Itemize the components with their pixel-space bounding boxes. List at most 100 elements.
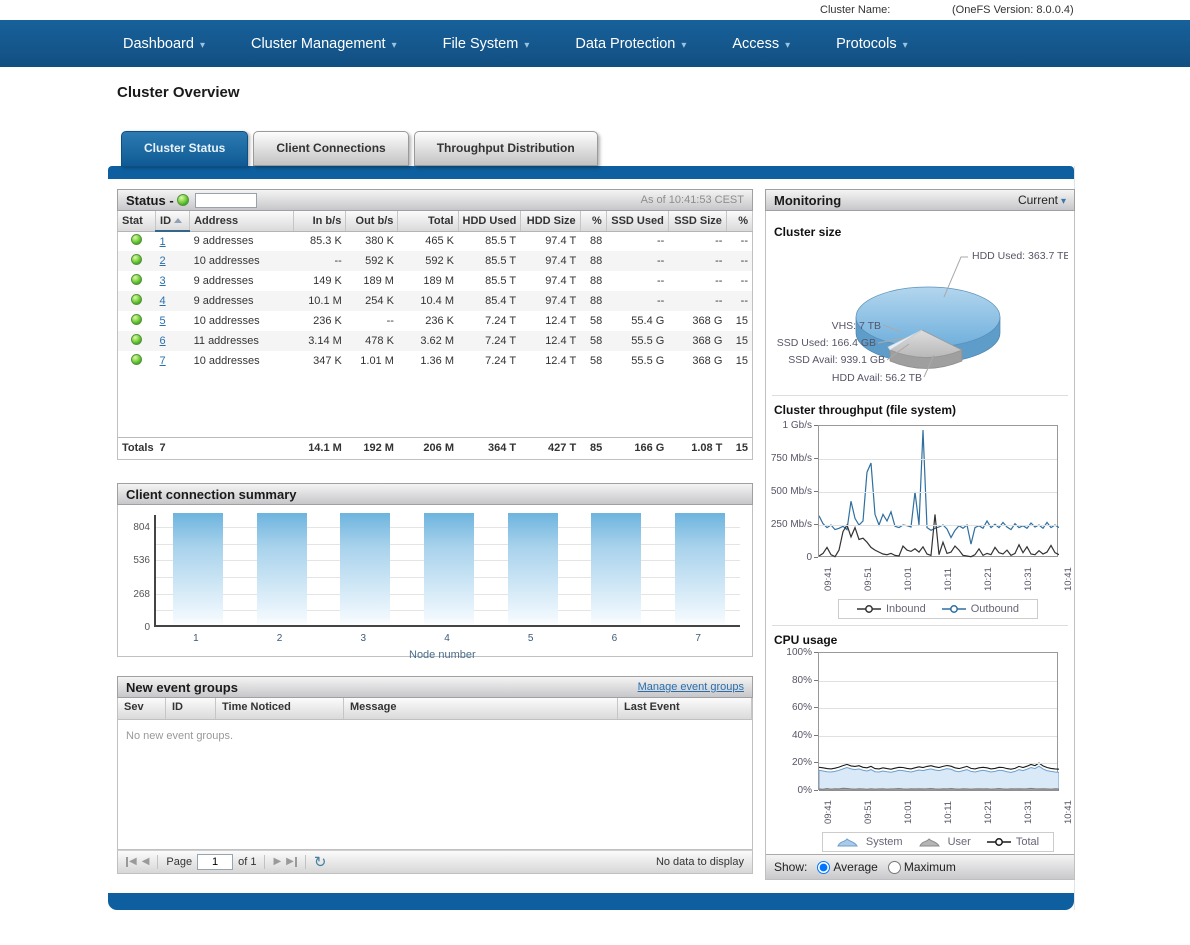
node-status-cell	[118, 311, 156, 331]
totals-cell: 15	[726, 437, 752, 459]
node-status-cell	[118, 331, 156, 351]
manage-event-groups-link[interactable]: Manage event groups	[638, 681, 744, 693]
column-header-id[interactable]: ID	[166, 698, 216, 719]
monitoring-mode-value: Current	[1018, 193, 1058, 207]
column-header-hdd-used[interactable]: HDD Used	[458, 211, 520, 231]
column-header--[interactable]: %	[580, 211, 606, 231]
node-id-link[interactable]: 6	[160, 335, 166, 347]
content-frame: Status - As of 10:41:53 CEST StatIDAddre…	[108, 166, 1075, 910]
column-header-message[interactable]: Message	[344, 698, 618, 719]
show-option-average[interactable]: Average	[817, 860, 877, 874]
totals-cell: 364 T	[458, 437, 520, 459]
totals-cell: 427 T	[520, 437, 580, 459]
pager-prev-page-button[interactable]: ◀	[142, 857, 150, 867]
y-axis-tick	[814, 491, 818, 492]
column-header-sev[interactable]: Sev	[118, 698, 166, 719]
node-id-link[interactable]: 7	[160, 355, 166, 367]
nav-item-access[interactable]: Access▾	[709, 36, 813, 52]
tab-throughput-distribution[interactable]: Throughput Distribution	[414, 131, 598, 166]
node-status-cell	[118, 351, 156, 371]
sort-ascending-icon	[174, 218, 182, 223]
column-header-id[interactable]: ID	[156, 211, 190, 231]
chevron-down-icon: ▾	[785, 40, 790, 51]
node-status-ok-icon	[131, 354, 142, 365]
column-header-ssd-size[interactable]: SSD Size	[668, 211, 726, 231]
table-cell: 478 K	[346, 331, 398, 351]
table-cell: 10 addresses	[190, 351, 294, 371]
table-cell: 189 M	[398, 271, 458, 291]
y-axis-tick-label: 250 Mb/s	[766, 519, 812, 530]
throughput-title: Cluster throughput (file system)	[774, 403, 956, 417]
x-axis-tick-label: 7	[688, 633, 708, 644]
column-header-time-noticed[interactable]: Time Noticed	[216, 698, 344, 719]
table-cell: 465 K	[398, 231, 458, 251]
table-cell: 85.5 T	[458, 251, 520, 271]
show-average-radio[interactable]	[817, 861, 830, 874]
column-header-out-b-s[interactable]: Out b/s	[346, 211, 398, 231]
y-axis-tick-label: 536	[120, 555, 150, 566]
node-id-link[interactable]: 5	[160, 315, 166, 327]
status-as-of-timestamp: As of 10:41:53 CEST	[641, 194, 744, 206]
node-id-link[interactable]: 2	[160, 255, 166, 267]
cpu-chart-legend: SystemUserTotal	[822, 832, 1054, 852]
table-cell: 15	[726, 311, 752, 331]
monitoring-body: Cluster size HDD Used: 363.7 TBVHS: 7 TB…	[765, 211, 1075, 880]
show-mode-bar: Show: AverageMaximum	[766, 854, 1074, 879]
column-header-hdd-size[interactable]: HDD Size	[520, 211, 580, 231]
x-axis-tick-label: 10:41	[1063, 800, 1074, 824]
pager-refresh-icon[interactable]: ↻	[314, 855, 327, 870]
column-header-ssd-used[interactable]: SSD Used	[606, 211, 668, 231]
column-header-last-event[interactable]: Last Event	[618, 698, 752, 719]
table-cell: 10 addresses	[190, 311, 294, 331]
table-cell: 88	[580, 271, 606, 291]
table-cell: --	[726, 291, 752, 311]
table-cell: 85.4 T	[458, 291, 520, 311]
table-cell: --	[668, 271, 726, 291]
gridline	[819, 492, 1057, 493]
y-axis-tick	[814, 524, 818, 525]
node-id-link[interactable]: 1	[160, 236, 166, 248]
status-panel: Status - As of 10:41:53 CEST StatIDAddre…	[117, 189, 753, 460]
nav-item-file-system[interactable]: File System▾	[420, 36, 553, 52]
nav-item-protocols[interactable]: Protocols▾	[813, 36, 930, 52]
pager-next-page-button[interactable]: ▶	[273, 857, 281, 867]
y-axis-tick	[814, 652, 818, 653]
pager-first-page-button[interactable]: ◀	[126, 857, 137, 867]
column-header-in-b-s[interactable]: In b/s	[294, 211, 346, 231]
column-header-stat[interactable]: Stat	[118, 211, 156, 231]
legend-item-system: System	[837, 836, 903, 848]
node-status-cell	[118, 251, 156, 271]
nav-item-cluster-management[interactable]: Cluster Management▾	[228, 36, 420, 52]
table-cell: 189 M	[346, 271, 398, 291]
table-cell: 7.24 T	[458, 351, 520, 371]
tab-client-connections[interactable]: Client Connections	[253, 131, 408, 166]
node-id-link[interactable]: 3	[160, 275, 166, 287]
y-axis-tick-label: 804	[120, 522, 150, 533]
page-title: Cluster Overview	[117, 84, 240, 101]
x-axis-tick-label: 10:31	[1023, 567, 1034, 591]
nav-item-dashboard[interactable]: Dashboard▾	[100, 36, 228, 52]
monitoring-header: Monitoring Current▾	[765, 189, 1075, 211]
column-header-address[interactable]: Address	[190, 211, 294, 231]
y-axis-tick-label: 0	[766, 552, 812, 563]
tab-cluster-status[interactable]: Cluster Status	[121, 131, 248, 167]
cluster-status-icon	[177, 194, 189, 206]
pager-separator	[264, 855, 265, 869]
node-id-link[interactable]: 4	[160, 295, 166, 307]
table-cell: 88	[580, 251, 606, 271]
column-header--[interactable]: %	[726, 211, 752, 231]
pie-slice-label: SSD Used: 166.4 GB	[777, 337, 876, 349]
monitoring-panel: Monitoring Current▾ Cluster size HDD Use…	[765, 189, 1075, 880]
y-axis-tick-label: 268	[120, 589, 150, 600]
outbound-line-marker-icon	[942, 604, 966, 614]
column-header-total[interactable]: Total	[398, 211, 458, 231]
table-cell: 88	[580, 231, 606, 251]
event-groups-header: New event groups Manage event groups	[117, 676, 753, 698]
show-maximum-radio[interactable]	[888, 861, 901, 874]
pager-last-page-button[interactable]: ▶	[286, 857, 297, 867]
show-option-maximum[interactable]: Maximum	[888, 860, 956, 874]
nav-item-data-protection[interactable]: Data Protection▾	[552, 36, 709, 52]
pager-page-input[interactable]	[197, 854, 233, 870]
table-cell: 3.62 M	[398, 331, 458, 351]
monitoring-mode-dropdown[interactable]: Current▾	[1018, 193, 1066, 207]
